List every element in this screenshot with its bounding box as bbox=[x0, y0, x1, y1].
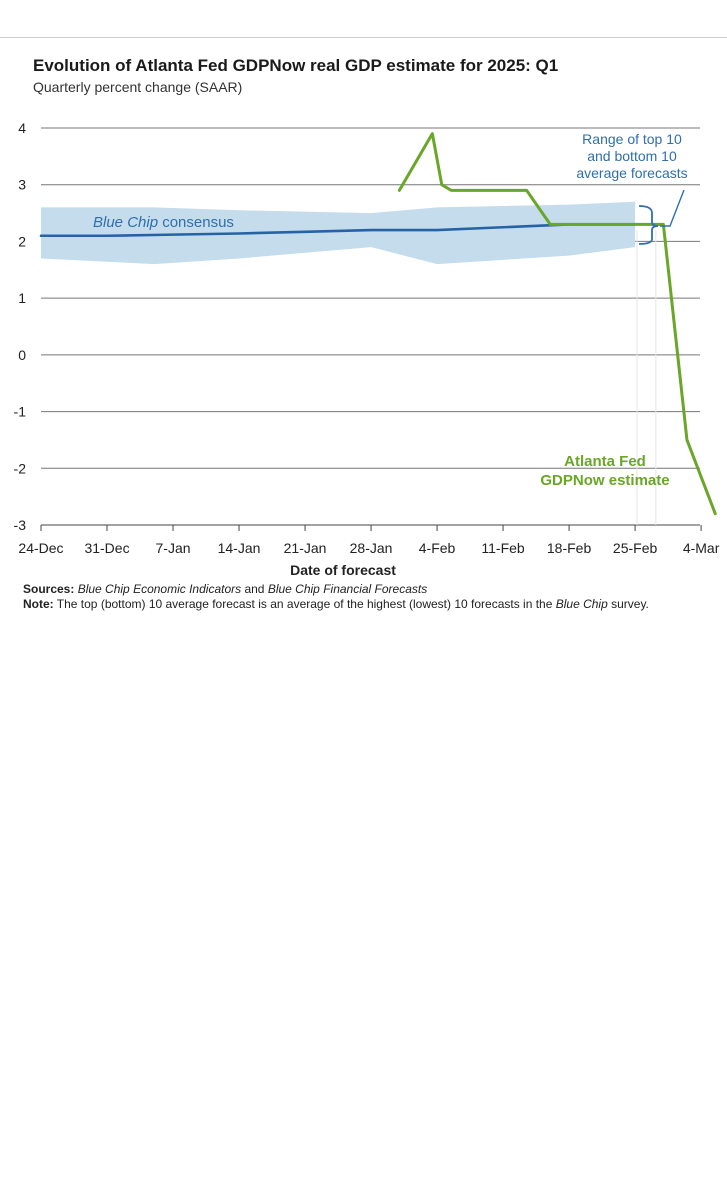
note-label: Note: bbox=[23, 597, 54, 611]
source-notes: Sources: Blue Chip Economic Indicators a… bbox=[23, 582, 703, 612]
x-tick-label: 24-Dec bbox=[18, 540, 63, 556]
consensus-label-italic: Blue Chip bbox=[93, 214, 158, 231]
y-tick-label: -2 bbox=[14, 460, 27, 476]
y-tick-label: 3 bbox=[18, 177, 26, 193]
x-axis-title: Date of forecast bbox=[290, 562, 396, 578]
series-layer bbox=[39, 132, 717, 516]
range-label-line: and bottom 10 bbox=[587, 148, 677, 164]
y-tick-label: -3 bbox=[14, 517, 27, 533]
top-divider bbox=[0, 37, 727, 38]
x-tick-label: 25-Feb bbox=[613, 540, 658, 556]
y-tick-label: 2 bbox=[18, 233, 26, 249]
band-layer bbox=[41, 201, 636, 265]
y-tick-label: 1 bbox=[18, 290, 26, 306]
sources-line: Sources: Blue Chip Economic Indicators a… bbox=[23, 582, 703, 597]
x-tick-label: 4-Mar bbox=[683, 540, 720, 556]
sources-label: Sources: bbox=[23, 582, 75, 596]
chart-title: Evolution of Atlanta Fed GDPNow real GDP… bbox=[33, 56, 559, 75]
note-italic: Blue Chip bbox=[555, 597, 608, 611]
consensus-line bbox=[39, 223, 637, 238]
note-end: survey. bbox=[607, 597, 649, 611]
x-tick-label: 18-Feb bbox=[547, 540, 592, 556]
x-tick-label: 28-Jan bbox=[350, 540, 393, 556]
forecast-range-band bbox=[41, 201, 636, 265]
note-line: Note: The top (bottom) 10 average foreca… bbox=[23, 597, 703, 612]
range-brace bbox=[638, 205, 659, 245]
sources-and: and bbox=[241, 582, 268, 596]
x-tick-label: 11-Feb bbox=[481, 540, 525, 556]
range-label-line: average forecasts bbox=[576, 165, 687, 181]
consensus-label: Blue Chip consensus bbox=[93, 214, 234, 231]
grid-layer bbox=[41, 127, 700, 526]
consensus-label-rest: consensus bbox=[158, 214, 234, 231]
gdpnow-label-line: Atlanta Fed bbox=[564, 453, 646, 470]
chart-subtitle: Quarterly percent change (SAAR) bbox=[33, 79, 243, 95]
note-text: The top (bottom) 10 average forecast is … bbox=[53, 597, 556, 611]
x-tick-label: 21-Jan bbox=[284, 540, 327, 556]
x-tick-label: 7-Jan bbox=[156, 540, 191, 556]
y-tick-label: 0 bbox=[18, 347, 26, 363]
y-tick-label: -1 bbox=[14, 404, 27, 420]
x-tick-label: 31-Dec bbox=[84, 540, 129, 556]
x-tick-label: 4-Feb bbox=[419, 540, 456, 556]
axis-layer: 4 3 2 1 0 -1 -2 -3 24-Dec 31-Dec 7-Jan 14-Jan 21-Jan… bbox=[14, 120, 720, 578]
range-leader-line bbox=[660, 189, 685, 227]
range-label-line: Range of top 10 bbox=[582, 131, 682, 147]
source-2: Blue Chip Financial Forecasts bbox=[267, 582, 428, 596]
gdpnow-label-line: GDPNow estimate bbox=[540, 472, 669, 489]
source-1: Blue Chip Economic Indicators bbox=[77, 582, 242, 596]
chart-svg: 4 3 2 1 0 -1 -2 -3 24-Dec 31-Dec 7-Jan 14-Jan 21-Jan… bbox=[14, 120, 720, 578]
x-tick-label: 14-Jan bbox=[218, 540, 261, 556]
gdpnow-line bbox=[397, 132, 717, 516]
y-tick-label: 4 bbox=[18, 120, 26, 136]
